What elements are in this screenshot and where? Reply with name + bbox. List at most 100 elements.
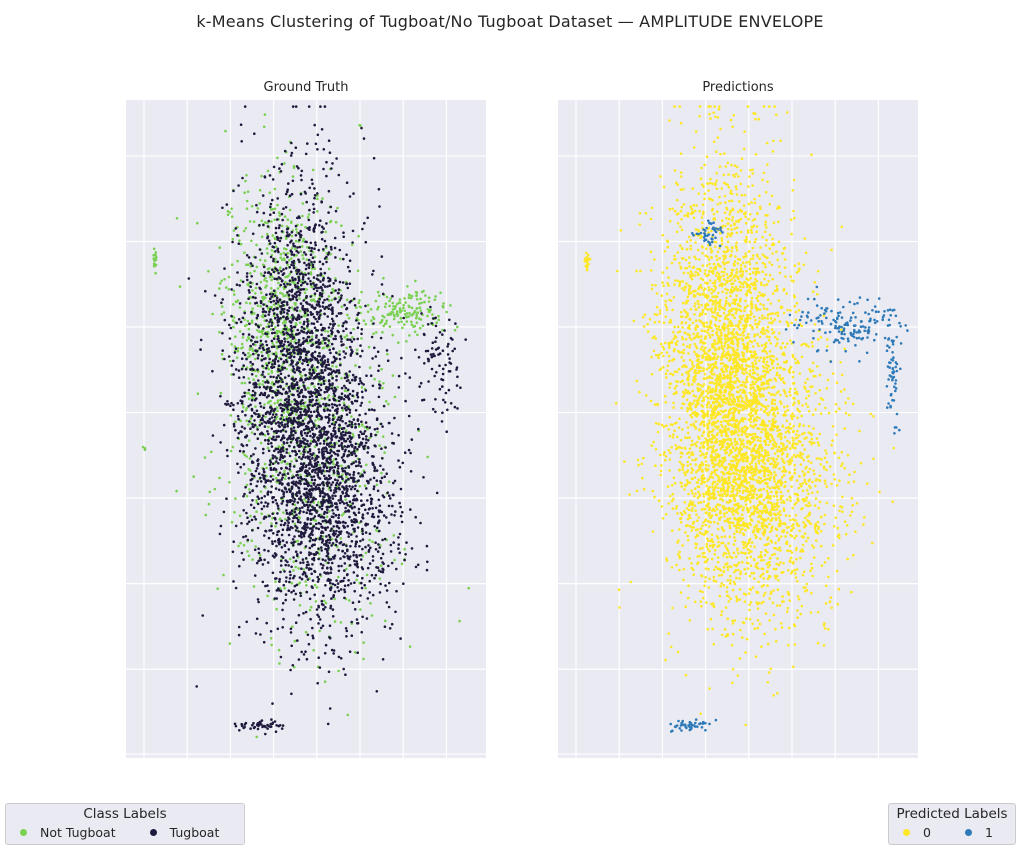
scatter-point bbox=[316, 405, 320, 409]
scatter-point bbox=[256, 437, 260, 441]
scatter-point bbox=[317, 372, 321, 376]
scatter-point bbox=[315, 286, 318, 290]
scatter-point bbox=[232, 325, 235, 329]
scatter-point bbox=[264, 310, 268, 314]
scatter-point bbox=[247, 297, 250, 300]
scatter-point bbox=[304, 395, 307, 399]
scatter-point bbox=[317, 622, 320, 625]
scatter-point bbox=[376, 550, 380, 553]
scatter-point bbox=[236, 259, 239, 263]
scatter-point bbox=[313, 350, 317, 354]
scatter-point bbox=[366, 499, 369, 502]
scatter-point bbox=[350, 519, 353, 522]
scatter-point bbox=[290, 581, 294, 585]
scatter-point bbox=[327, 561, 330, 565]
scatter-point bbox=[242, 463, 246, 466]
scatter-point bbox=[331, 509, 334, 512]
scatter-point bbox=[329, 252, 332, 256]
series-tugboat bbox=[187, 105, 468, 736]
scatter-point bbox=[273, 516, 276, 520]
scatter-point bbox=[277, 435, 280, 438]
scatter-point bbox=[275, 329, 279, 333]
scatter-point bbox=[264, 501, 267, 504]
scatter-point bbox=[356, 391, 359, 395]
scatter-point bbox=[301, 395, 305, 399]
scatter-point bbox=[275, 589, 279, 592]
scatter-point bbox=[239, 320, 243, 324]
scatter-point bbox=[297, 481, 300, 485]
scatter-point bbox=[315, 402, 318, 405]
scatter-point bbox=[359, 124, 362, 127]
scatter-point bbox=[309, 298, 313, 302]
scatter-point bbox=[291, 387, 295, 390]
scatter-point bbox=[293, 429, 296, 433]
scatter-point bbox=[284, 518, 287, 521]
scatter-point bbox=[267, 313, 271, 316]
scatter-point bbox=[399, 316, 403, 320]
scatter-point bbox=[270, 522, 273, 525]
scatter-point bbox=[295, 400, 299, 404]
scatter-point bbox=[339, 557, 342, 560]
scatter-point bbox=[445, 430, 449, 434]
scatter-point bbox=[347, 466, 351, 469]
scatter-point bbox=[267, 368, 271, 371]
scatter-point bbox=[318, 352, 321, 355]
scatter-point bbox=[283, 324, 287, 327]
scatter-point bbox=[240, 522, 243, 525]
scatter-point bbox=[323, 397, 326, 400]
scatter-point bbox=[305, 575, 308, 579]
scatter-point bbox=[360, 504, 363, 508]
scatter-point bbox=[296, 437, 299, 440]
scatter-point bbox=[254, 343, 257, 347]
scatter-point bbox=[323, 327, 326, 330]
scatter-point bbox=[259, 344, 262, 348]
scatter-point bbox=[409, 451, 412, 455]
scatter-point bbox=[307, 457, 310, 460]
scatter-point bbox=[261, 418, 265, 422]
scatter-point bbox=[354, 426, 357, 429]
scatter-point bbox=[301, 341, 305, 345]
scatter-point bbox=[283, 570, 286, 573]
scatter-point bbox=[282, 449, 285, 453]
scatter-point bbox=[286, 282, 289, 286]
scatter-point bbox=[307, 272, 310, 275]
scatter-point bbox=[385, 319, 389, 323]
scatter-point bbox=[438, 331, 442, 334]
scatter-point bbox=[279, 398, 282, 402]
scatter-point bbox=[385, 295, 389, 299]
scatter-point bbox=[242, 364, 245, 367]
scatter-point bbox=[295, 381, 299, 384]
scatter-point bbox=[316, 359, 319, 362]
scatter-point bbox=[254, 374, 258, 378]
scatter-point bbox=[338, 353, 341, 356]
scatter-point bbox=[353, 559, 356, 563]
scatter-point bbox=[341, 473, 344, 477]
scatter-point bbox=[356, 526, 360, 529]
scatter-point bbox=[321, 531, 325, 534]
scatter-point bbox=[418, 385, 422, 388]
scatter-point bbox=[375, 526, 379, 529]
scatter-point bbox=[300, 650, 303, 654]
scatter-point bbox=[299, 229, 302, 233]
scatter-point bbox=[313, 454, 317, 457]
scatter-point bbox=[295, 526, 299, 529]
scatter-point bbox=[251, 423, 254, 426]
scatter-point bbox=[304, 445, 307, 449]
scatter-point bbox=[234, 428, 237, 432]
scatter-point bbox=[299, 591, 302, 595]
scatter-point bbox=[368, 400, 371, 404]
scatter-point bbox=[398, 465, 402, 469]
scatter-point bbox=[326, 551, 329, 554]
scatter-point bbox=[327, 339, 330, 342]
scatter-point bbox=[427, 300, 431, 303]
scatter-point bbox=[309, 605, 313, 609]
scatter-point bbox=[321, 558, 325, 561]
scatter-point bbox=[288, 490, 292, 494]
scatter-point bbox=[290, 644, 293, 648]
scatter-point bbox=[286, 309, 289, 312]
scatter-point bbox=[318, 483, 322, 487]
scatter-point bbox=[266, 410, 270, 414]
scatter-point bbox=[152, 247, 156, 251]
scatter-point bbox=[292, 465, 296, 468]
scatter-point bbox=[141, 445, 145, 449]
